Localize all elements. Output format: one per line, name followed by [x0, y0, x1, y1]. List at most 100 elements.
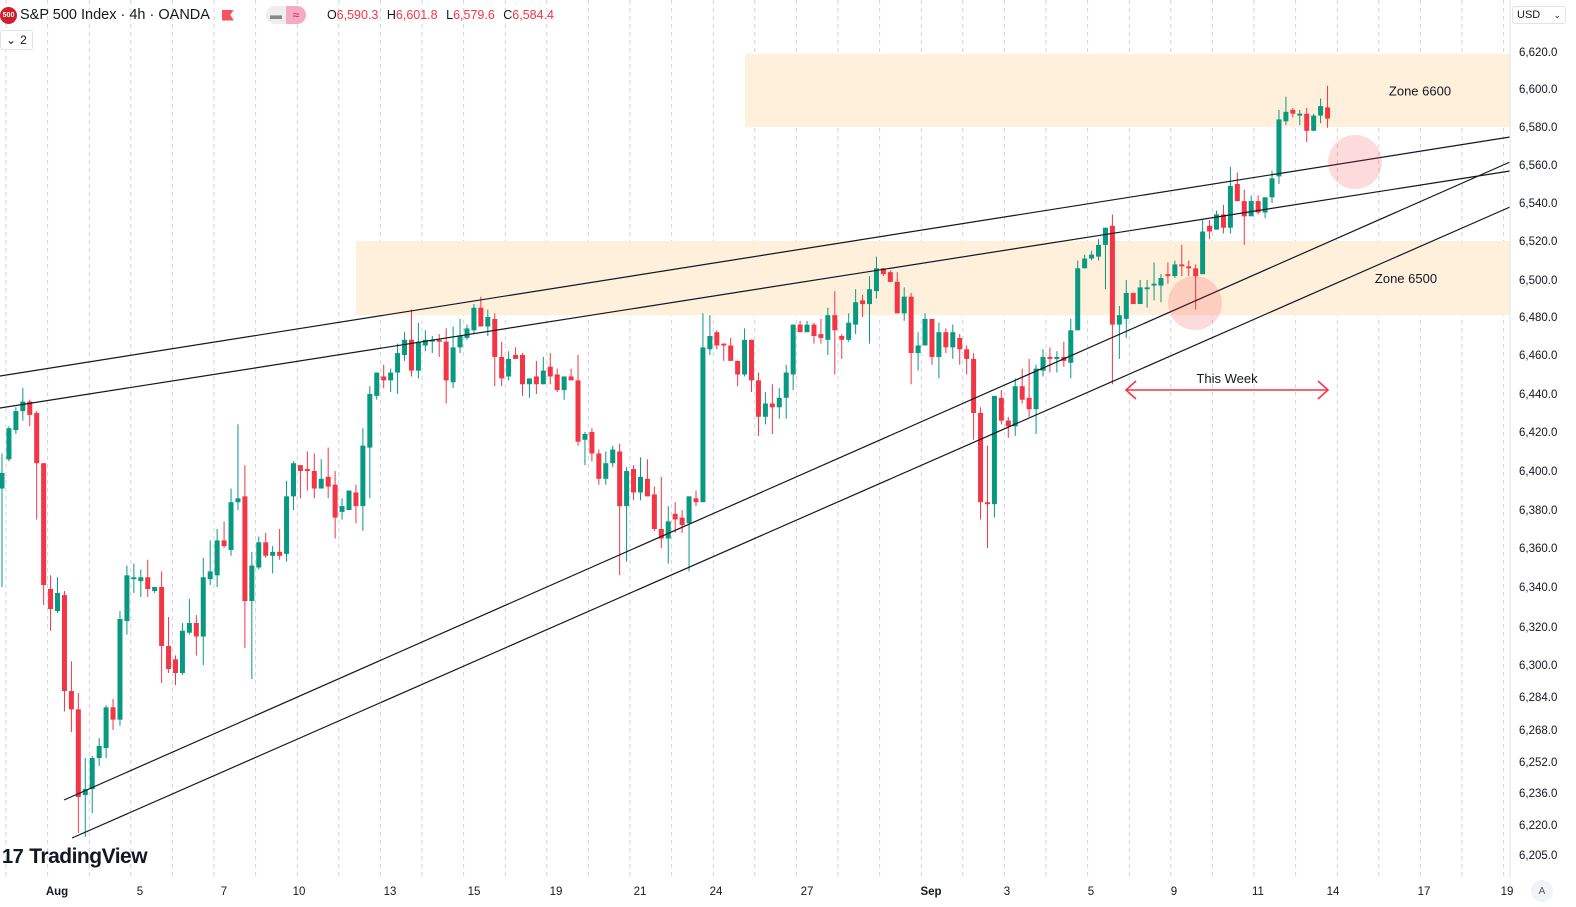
- candle[interactable]: [540, 356, 546, 385]
- candle[interactable]: [193, 615, 199, 656]
- candle[interactable]: [637, 457, 643, 501]
- candle[interactable]: [1283, 96, 1289, 126]
- candle[interactable]: [1262, 197, 1268, 219]
- candle[interactable]: [221, 521, 227, 548]
- candle[interactable]: [1151, 262, 1157, 301]
- candle[interactable]: [443, 328, 449, 404]
- candle[interactable]: [1144, 280, 1150, 308]
- candle[interactable]: [1269, 170, 1275, 203]
- price-axis[interactable]: [1510, 0, 1576, 878]
- candle[interactable]: [957, 334, 963, 365]
- candle[interactable]: [1061, 341, 1067, 367]
- candle[interactable]: [728, 337, 734, 361]
- candle[interactable]: [915, 332, 921, 371]
- candle[interactable]: [1186, 260, 1192, 277]
- candle[interactable]: [124, 565, 130, 635]
- candle[interactable]: [1089, 250, 1095, 261]
- candle[interactable]: [873, 256, 879, 299]
- candle[interactable]: [464, 324, 470, 340]
- candle[interactable]: [762, 392, 768, 425]
- session-toggle[interactable]: ▬ ≈: [265, 6, 306, 24]
- candle[interactable]: [499, 341, 505, 387]
- trendlines[interactable]: [0, 136, 1511, 839]
- candle[interactable]: [1325, 85, 1331, 128]
- candle[interactable]: [825, 307, 831, 355]
- candle[interactable]: [679, 510, 685, 533]
- candle[interactable]: [769, 384, 775, 434]
- candle[interactable]: [96, 738, 102, 766]
- candle[interactable]: [346, 490, 352, 511]
- candle[interactable]: [1102, 227, 1108, 290]
- candle[interactable]: [887, 270, 893, 282]
- candle[interactable]: [797, 320, 803, 333]
- candle[interactable]: [735, 360, 741, 387]
- this-week-arrow[interactable]: [1124, 380, 1330, 400]
- candle[interactable]: [1075, 260, 1081, 331]
- candle[interactable]: [749, 339, 755, 393]
- candle[interactable]: [672, 502, 678, 533]
- candle[interactable]: [311, 453, 317, 499]
- candle[interactable]: [908, 292, 914, 385]
- candle[interactable]: [27, 399, 33, 427]
- candle[interactable]: [1068, 318, 1074, 379]
- candle[interactable]: [34, 411, 40, 520]
- minus-icon[interactable]: ▬: [265, 6, 286, 24]
- candle[interactable]: [686, 496, 692, 572]
- candle[interactable]: [783, 364, 789, 419]
- candle[interactable]: [256, 536, 262, 570]
- candle[interactable]: [402, 332, 408, 361]
- candle[interactable]: [1109, 214, 1115, 385]
- candle[interactable]: [1082, 254, 1088, 269]
- candle[interactable]: [395, 343, 401, 394]
- candle[interactable]: [790, 324, 796, 391]
- candle[interactable]: [561, 376, 567, 400]
- candle[interactable]: [776, 388, 782, 419]
- candle[interactable]: [1311, 113, 1317, 131]
- trendline-lower-resistance[interactable]: [0, 170, 1511, 409]
- candle[interactable]: [1179, 244, 1185, 277]
- candle[interactable]: [13, 407, 19, 434]
- candle[interactable]: [811, 322, 817, 344]
- candle[interactable]: [589, 428, 595, 462]
- candle[interactable]: [290, 461, 296, 510]
- candle[interactable]: [1116, 305, 1122, 359]
- candle[interactable]: [1220, 204, 1226, 234]
- candle[interactable]: [818, 318, 824, 344]
- candle[interactable]: [179, 623, 185, 675]
- candle[interactable]: [159, 571, 165, 683]
- candle[interactable]: [1040, 349, 1046, 377]
- candle[interactable]: [1019, 368, 1025, 404]
- candle[interactable]: [1241, 189, 1247, 245]
- candle[interactable]: [152, 587, 158, 593]
- candle[interactable]: [853, 289, 859, 335]
- candle[interactable]: [603, 451, 609, 485]
- candle[interactable]: [1012, 378, 1018, 436]
- candle[interactable]: [1227, 166, 1233, 234]
- currency-select[interactable]: USD ⌄: [1512, 6, 1566, 24]
- tradingview-logo[interactable]: 17 TradingView: [2, 845, 148, 869]
- candle[interactable]: [991, 395, 997, 518]
- candle[interactable]: [1297, 109, 1303, 126]
- candle[interactable]: [860, 294, 866, 317]
- candle[interactable]: [41, 463, 47, 605]
- candle[interactable]: [436, 334, 442, 357]
- candle[interactable]: [804, 320, 810, 333]
- candle[interactable]: [1200, 220, 1206, 275]
- zone-rect[interactable]: [745, 53, 1510, 127]
- candle[interactable]: [651, 486, 657, 531]
- candle[interactable]: [1033, 364, 1039, 434]
- candle[interactable]: [894, 272, 900, 314]
- approx-icon[interactable]: ≈: [285, 6, 306, 24]
- candle[interactable]: [998, 390, 1004, 425]
- candle[interactable]: [901, 287, 907, 321]
- candle[interactable]: [214, 529, 220, 587]
- candle[interactable]: [984, 445, 990, 548]
- candle[interactable]: [936, 322, 942, 379]
- candle[interactable]: [1158, 274, 1164, 303]
- candle[interactable]: [131, 563, 137, 593]
- candle[interactable]: [1193, 264, 1199, 310]
- candle[interactable]: [1248, 195, 1254, 217]
- candle[interactable]: [547, 353, 553, 385]
- candle[interactable]: [360, 428, 366, 531]
